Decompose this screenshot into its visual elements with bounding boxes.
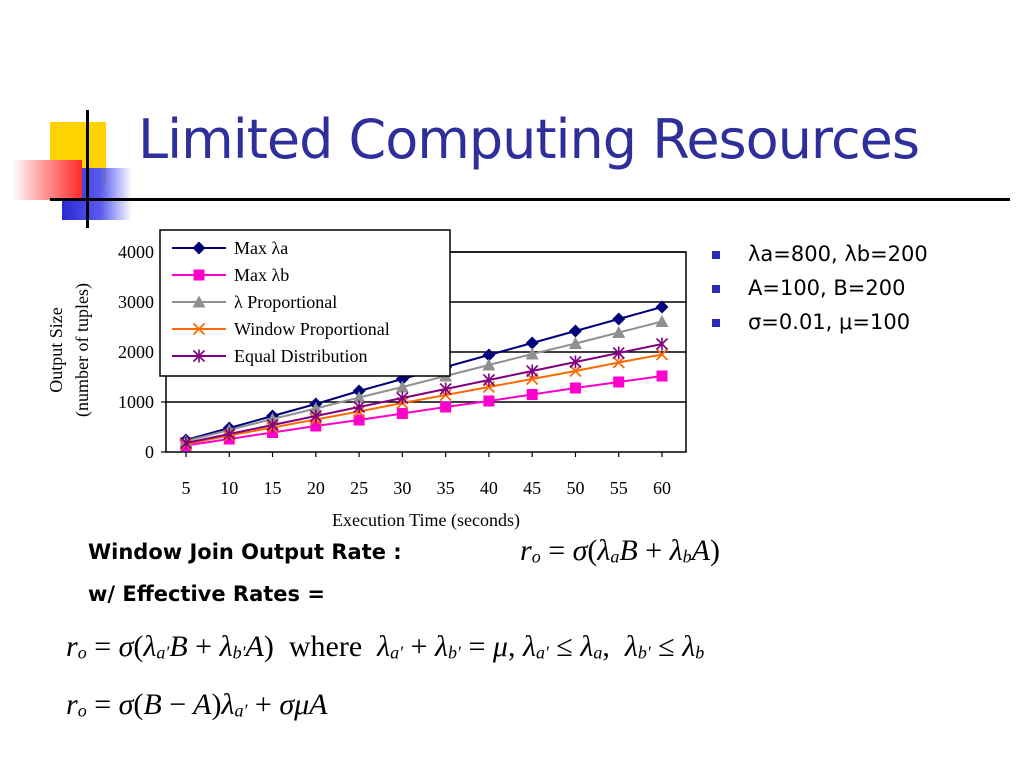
data-point [568, 337, 582, 349]
formula-output-rate: ro = σ(λaB + λbA) [520, 534, 720, 567]
data-point [353, 400, 366, 414]
legend-label: Max λa [234, 238, 288, 258]
formula-simplified: ro = σ(B − A)λa′ + σμA [66, 688, 328, 721]
data-point [439, 382, 452, 396]
data-point [310, 420, 322, 432]
series-line [185, 353, 663, 445]
series-line [185, 320, 663, 442]
data-point [526, 364, 539, 378]
data-point [440, 401, 452, 413]
data-point [655, 337, 669, 351]
formula-label-effective-rates: w/ Effective Rates = [88, 582, 325, 606]
formula-label-output-rate: Window Join Output Rate : [88, 540, 402, 564]
x-tick-label: 20 [307, 478, 325, 498]
y-axis-label-line2: (number of tuples) [72, 283, 93, 417]
parameter-list: λa=800, λb=200 A=100, B=200 σ=0.01, μ=10… [712, 242, 928, 344]
x-tick-label: 15 [264, 478, 282, 498]
x-axis-ticks: 5 10 15 20 25 30 35 40 45 50 55 60 [182, 452, 671, 498]
y-tick-label: 2000 [118, 342, 154, 362]
bullet-window-sizes: A=100, B=200 [712, 276, 928, 310]
legend-marker [192, 349, 206, 363]
data-point [179, 436, 193, 450]
legend-marker [192, 241, 206, 255]
x-tick-label: 25 [350, 478, 368, 498]
x-tick-label: 50 [566, 478, 584, 498]
y-axis-ticks: 0 1000 2000 3000 4000 [118, 242, 166, 462]
data-point [266, 418, 279, 432]
title-underline [50, 198, 1010, 201]
y-tick-label: 3000 [118, 292, 154, 312]
chart-legend: Max λa Max λb λ Proportional Window Proport… [159, 229, 451, 377]
y-tick-label: 4000 [118, 242, 154, 262]
data-point [525, 336, 539, 350]
bullet-sigma-mu: σ=0.01, μ=100 [712, 310, 928, 344]
data-point [396, 408, 408, 419]
legend-box [159, 229, 451, 377]
data-point [352, 391, 366, 403]
legend-marker [193, 269, 205, 281]
slide-title: Limited Computing Resources [138, 108, 920, 171]
legend-item-2: λ Proportional [172, 292, 337, 312]
x-tick-label: 60 [653, 478, 671, 498]
x-tick-label: 30 [393, 478, 411, 498]
data-point [482, 373, 495, 387]
chart-series [179, 300, 669, 451]
word-where: where [288, 630, 363, 663]
legend-item-4: Equal Distribution [172, 346, 368, 366]
legend-label: λ Proportional [234, 292, 337, 312]
data-point [655, 315, 669, 327]
legend-label: Max λb [234, 265, 289, 285]
data-point [483, 395, 495, 407]
data-point [396, 391, 409, 405]
decor-red-block [12, 160, 82, 200]
data-point [482, 358, 496, 371]
series-line [185, 343, 663, 444]
data-point [612, 312, 626, 326]
data-point [309, 402, 323, 414]
legend-label: Window Proportional [234, 319, 390, 339]
data-point [655, 300, 669, 314]
data-point [526, 389, 538, 400]
series-1 [180, 370, 668, 451]
y-axis-label-line1: Output Size [46, 307, 66, 393]
data-point [569, 382, 581, 394]
data-point [223, 427, 236, 441]
data-point [482, 348, 496, 362]
y-tick-label: 1000 [118, 392, 154, 412]
legend-label: Equal Distribution [234, 346, 368, 366]
data-point [612, 346, 625, 360]
data-point [613, 376, 625, 388]
legend-item-3: Window Proportional [172, 319, 390, 339]
x-tick-label: 10 [220, 478, 238, 498]
legend-marker [192, 295, 206, 308]
bullet-rates: λa=800, λb=200 [712, 242, 928, 276]
x-tick-label: 45 [523, 478, 541, 498]
legend-item-1: Max λb [172, 265, 289, 285]
x-tick-label: 55 [610, 478, 628, 498]
x-tick-label: 40 [480, 478, 498, 498]
formula-effective-rates: ro = σ(λa′B + λb′A) where λa′ + λb′ = μ,… [66, 630, 705, 663]
x-tick-label: 35 [437, 478, 455, 498]
data-point [525, 347, 539, 360]
data-point [395, 380, 409, 393]
x-axis-label: Execution Time (seconds) [332, 510, 520, 531]
series-line [185, 375, 663, 447]
x-tick-label: 5 [182, 478, 191, 498]
data-point [656, 370, 668, 382]
y-tick-label: 0 [145, 442, 154, 462]
data-point [612, 326, 626, 338]
data-point [267, 427, 279, 438]
legend-marker [192, 322, 206, 336]
series-4 [179, 337, 669, 450]
decor-vertical-line [86, 110, 89, 228]
legend-item-0: Max λa [172, 238, 288, 258]
data-point [568, 324, 582, 338]
data-point [612, 356, 625, 369]
data-point [309, 409, 322, 423]
data-point [353, 414, 365, 426]
data-point [569, 364, 582, 378]
data-point [655, 348, 669, 361]
data-point [569, 355, 582, 369]
